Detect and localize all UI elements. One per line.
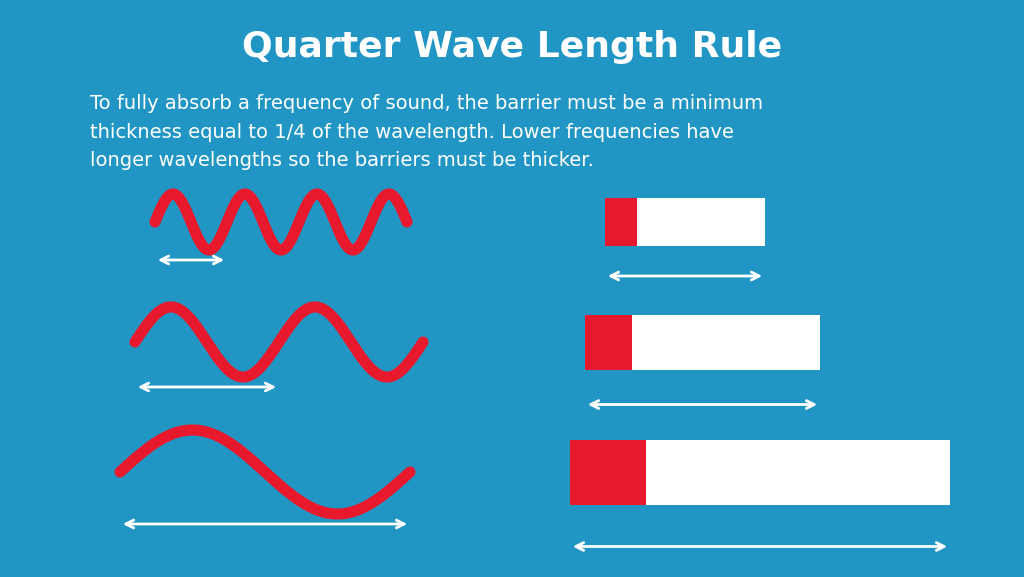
Bar: [605, 198, 765, 246]
Bar: [570, 440, 950, 504]
Bar: [585, 314, 632, 369]
Text: To fully absorb a frequency of sound, the barrier must be a minimum
thickness eq: To fully absorb a frequency of sound, th…: [90, 93, 763, 170]
Bar: [570, 440, 646, 504]
Bar: [585, 314, 820, 369]
Text: Quarter Wave Length Rule: Quarter Wave Length Rule: [242, 30, 782, 64]
Bar: [605, 198, 637, 246]
